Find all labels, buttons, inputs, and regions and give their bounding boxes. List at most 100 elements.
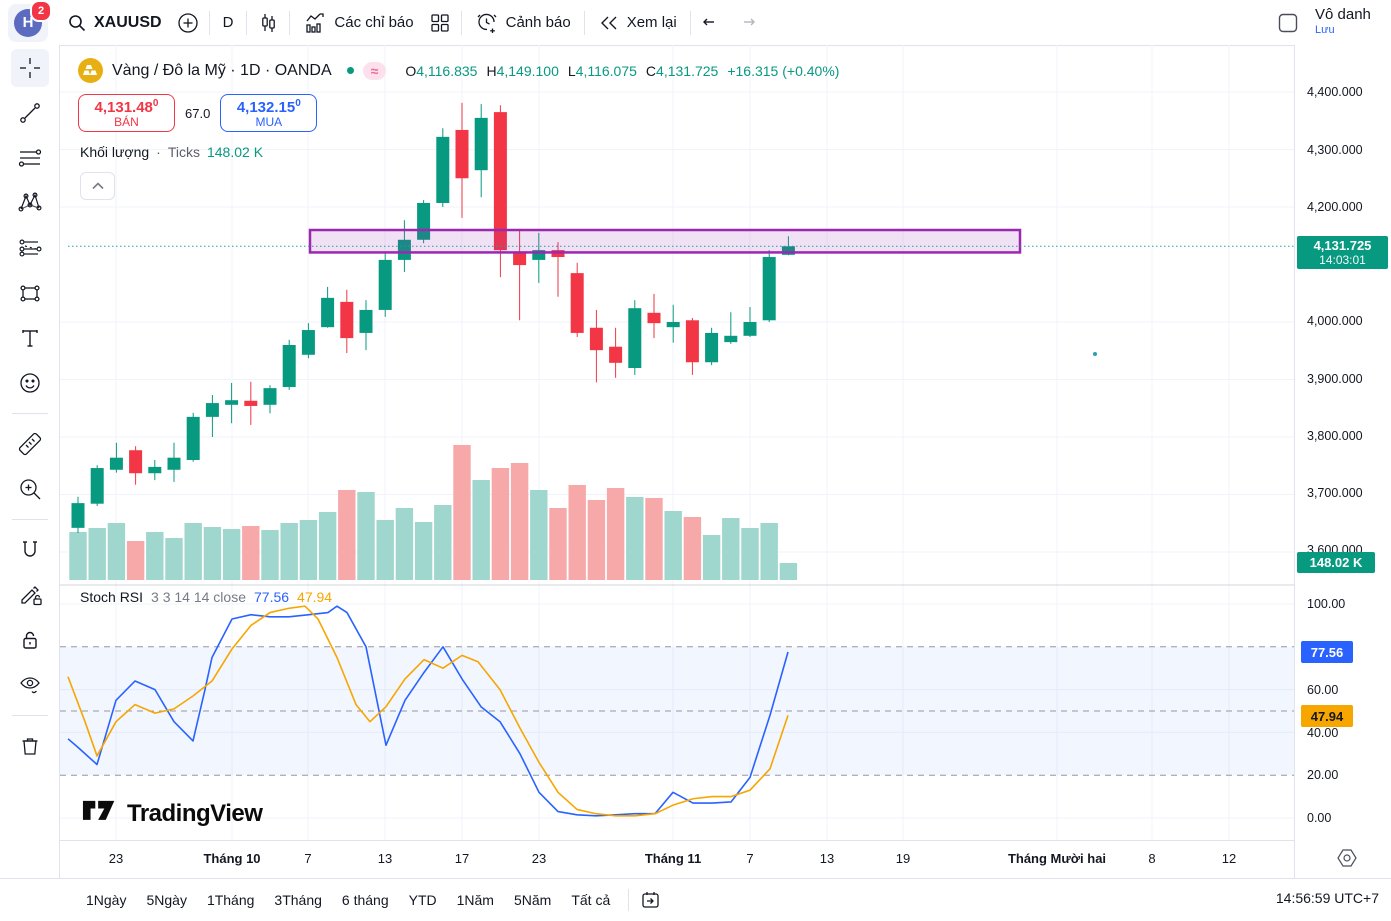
stray-dot bbox=[1093, 352, 1097, 356]
range-button[interactable]: Tất cả bbox=[563, 888, 618, 912]
time-tick: 13 bbox=[377, 851, 393, 866]
stoch-k-badge: 77.56 bbox=[1301, 641, 1353, 663]
plus-circle-icon bbox=[176, 11, 200, 35]
clock-timezone[interactable]: 14:56:59 UTC+7 bbox=[1275, 890, 1379, 906]
add-symbol-button[interactable] bbox=[171, 6, 205, 40]
alerts-label: Cảnh báo bbox=[505, 14, 571, 31]
stoch-d-badge: 47.94 bbox=[1301, 705, 1353, 727]
indicators-button[interactable]: Các chỉ báo bbox=[294, 6, 422, 40]
emoji-icon bbox=[16, 369, 44, 397]
lock-icon bbox=[16, 626, 44, 654]
indicators-label: Các chỉ báo bbox=[334, 14, 414, 31]
tool-emoji[interactable] bbox=[11, 364, 49, 402]
tool-zoom-in[interactable] bbox=[11, 470, 49, 508]
tool-drawing-lock[interactable] bbox=[11, 576, 49, 614]
time-tick: 8 bbox=[1148, 851, 1156, 866]
range-button[interactable]: 1Ngày bbox=[78, 888, 134, 912]
spread-value: 67.0 bbox=[185, 105, 211, 121]
buy-label: MUA bbox=[255, 115, 283, 129]
tool-trend-line[interactable] bbox=[11, 94, 49, 132]
time-tick: 13 bbox=[819, 851, 835, 866]
tool-xabcd-pattern[interactable] bbox=[11, 184, 49, 222]
alerts-button[interactable]: Cảnh báo bbox=[466, 6, 580, 40]
sell-label: BÁN bbox=[114, 115, 139, 129]
price-axis-label: 4,200.000 bbox=[1307, 200, 1363, 214]
tool-ruler[interactable] bbox=[11, 425, 49, 463]
replay-button[interactable]: Xem lại bbox=[589, 6, 686, 40]
tool-fib-retracement[interactable] bbox=[11, 139, 49, 177]
stoch-rsi-legend: Stoch RSI 3 3 14 14 close 77.56 47.94 bbox=[80, 589, 332, 605]
time-tick: 12 bbox=[1221, 851, 1237, 866]
range-button[interactable]: YTD bbox=[401, 888, 445, 912]
redo-icon bbox=[734, 11, 758, 35]
price-axis-label: 4,400.000 bbox=[1307, 85, 1363, 99]
symbol-search-button[interactable]: XAUUSD bbox=[58, 6, 171, 40]
sell-button[interactable]: 4,131.480 BÁN bbox=[78, 94, 175, 132]
user-avatar[interactable]: H 2 bbox=[8, 0, 52, 42]
stoch-rsi-d-value: 47.94 bbox=[297, 589, 333, 605]
range-button[interactable]: 5Năm bbox=[506, 888, 559, 912]
toolbar-separator bbox=[583, 10, 585, 35]
price-axis-label: 4,300.000 bbox=[1307, 143, 1363, 157]
watermark-text: TradingView bbox=[127, 799, 263, 827]
chart-title[interactable]: Vàng / Đô la Mỹ · 1D · OANDA bbox=[112, 61, 332, 79]
go-to-date-icon[interactable] bbox=[639, 889, 661, 911]
price-axis-label: 4,000.000 bbox=[1307, 314, 1363, 328]
time-tick: 7 bbox=[304, 851, 312, 866]
tool-rectangle[interactable] bbox=[11, 274, 49, 312]
ohlc-item: H4,149.100 bbox=[486, 62, 559, 79]
trend-line-icon bbox=[16, 99, 44, 127]
change-value: +16.315 (+0.40%) bbox=[727, 62, 840, 79]
time-tick: 23 bbox=[531, 851, 547, 866]
tool-crosshair[interactable] bbox=[10, 49, 49, 87]
save-link[interactable]: Lưu bbox=[1315, 24, 1335, 36]
range-button[interactable]: 1Năm bbox=[449, 888, 502, 912]
bottom-toolbar: 1Ngày 5Ngày 1Tháng 3Tháng 6 tháng YTD 1Năm 5Năm… bbox=[0, 878, 1391, 921]
time-tick: Tháng 10 bbox=[203, 851, 261, 866]
stoch-rsi-title[interactable]: Stoch RSI bbox=[80, 589, 144, 605]
time-tick: Tháng Mười hai bbox=[1007, 851, 1107, 866]
notification-badge: 2 bbox=[30, 0, 52, 22]
stoch-rsi-k-value: 77.56 bbox=[254, 589, 290, 605]
anonymous-box-icon[interactable] bbox=[1271, 6, 1305, 40]
layout-grid-button[interactable] bbox=[423, 6, 457, 40]
volume-value: 148.02 K bbox=[206, 144, 264, 160]
range-button[interactable]: 6 tháng bbox=[334, 888, 397, 912]
range-button[interactable]: 1Tháng bbox=[199, 888, 262, 912]
chart-type-button[interactable] bbox=[251, 6, 285, 40]
drawing-toolbar bbox=[0, 45, 60, 878]
undo-icon bbox=[700, 11, 724, 35]
range-button[interactable]: 5Ngày bbox=[138, 888, 194, 912]
approx-pill[interactable]: ≈ bbox=[362, 61, 387, 80]
collapse-legend-button[interactable] bbox=[80, 172, 115, 200]
trash-icon bbox=[16, 732, 44, 760]
tool-lock-all[interactable] bbox=[11, 621, 49, 659]
redo-button[interactable] bbox=[729, 6, 763, 40]
price-axis-label: 3,700.000 bbox=[1307, 486, 1363, 500]
toolbar-separator bbox=[460, 10, 462, 35]
price-axis-label: 3,900.000 bbox=[1307, 372, 1363, 386]
time-axis[interactable]: 23 Tháng 10 7 13 17 23 Tháng 11 7 13 19 Tháng Mười… bbox=[60, 840, 1294, 879]
buy-button[interactable]: 4,132.150 MUA bbox=[220, 94, 318, 132]
gold-coin-icon bbox=[78, 58, 103, 83]
price-axis[interactable]: 4,400.000 4,300.000 4,200.000 4,000.000 3,90… bbox=[1294, 45, 1391, 878]
timeframe-button[interactable]: D bbox=[222, 14, 234, 31]
rsi-axis-label: 20.00 bbox=[1307, 768, 1339, 782]
tool-magnet[interactable] bbox=[11, 531, 49, 569]
tool-projection[interactable] bbox=[11, 229, 49, 267]
volume-legend[interactable]: Khối lượng · Ticks 148.02 K bbox=[80, 144, 264, 160]
date-range-buttons: 1Ngày 5Ngày 1Tháng 3Tháng 6 tháng YTD 1Năm 5Năm… bbox=[78, 879, 661, 921]
xabcd-pattern-icon bbox=[16, 189, 44, 217]
undo-button[interactable] bbox=[695, 6, 729, 40]
toolbar-separator bbox=[289, 10, 291, 35]
tool-remove-drawings[interactable] bbox=[11, 727, 49, 765]
tool-text[interactable] bbox=[11, 319, 49, 357]
axis-settings-icon[interactable] bbox=[1336, 848, 1358, 873]
grid-layout-icon bbox=[429, 12, 451, 34]
bottom-separator bbox=[628, 889, 630, 911]
range-button[interactable]: 3Tháng bbox=[266, 888, 329, 912]
tool-hide-drawings[interactable] bbox=[11, 666, 49, 704]
account-label[interactable]: Vô danh bbox=[1315, 6, 1371, 23]
main-chart[interactable] bbox=[60, 45, 1294, 840]
